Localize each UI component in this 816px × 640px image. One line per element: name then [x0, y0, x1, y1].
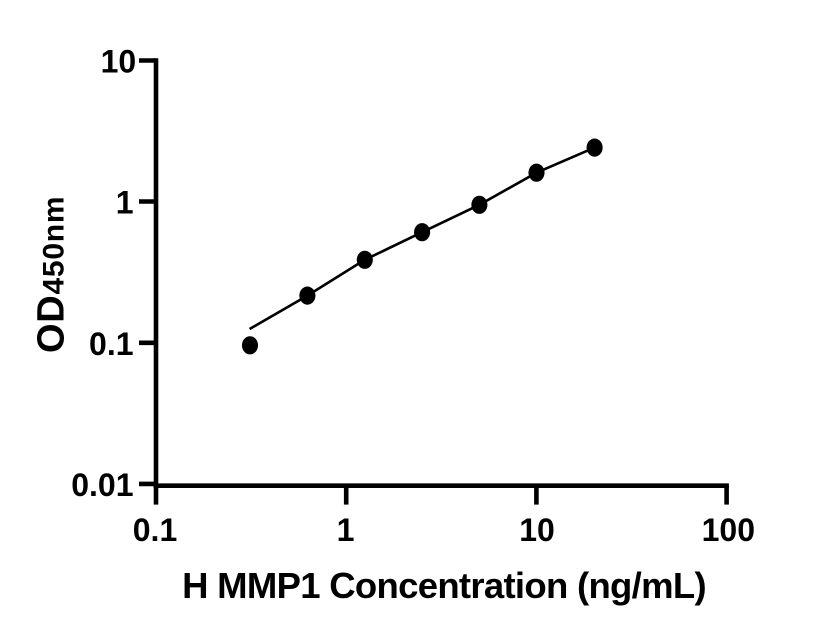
svg-text:10: 10 — [519, 512, 555, 548]
svg-text:0.1: 0.1 — [133, 512, 177, 548]
svg-text:H MMP1 Concentration (ng/mL): H MMP1 Concentration (ng/mL) — [182, 565, 706, 606]
svg-text:1: 1 — [116, 185, 134, 221]
svg-text:0.1: 0.1 — [89, 326, 133, 362]
svg-text:OD450nm: OD450nm — [31, 196, 73, 353]
svg-text:1: 1 — [337, 512, 355, 548]
svg-text:100: 100 — [702, 512, 755, 548]
svg-text:0.01: 0.01 — [71, 467, 133, 503]
svg-text:10: 10 — [101, 44, 137, 80]
